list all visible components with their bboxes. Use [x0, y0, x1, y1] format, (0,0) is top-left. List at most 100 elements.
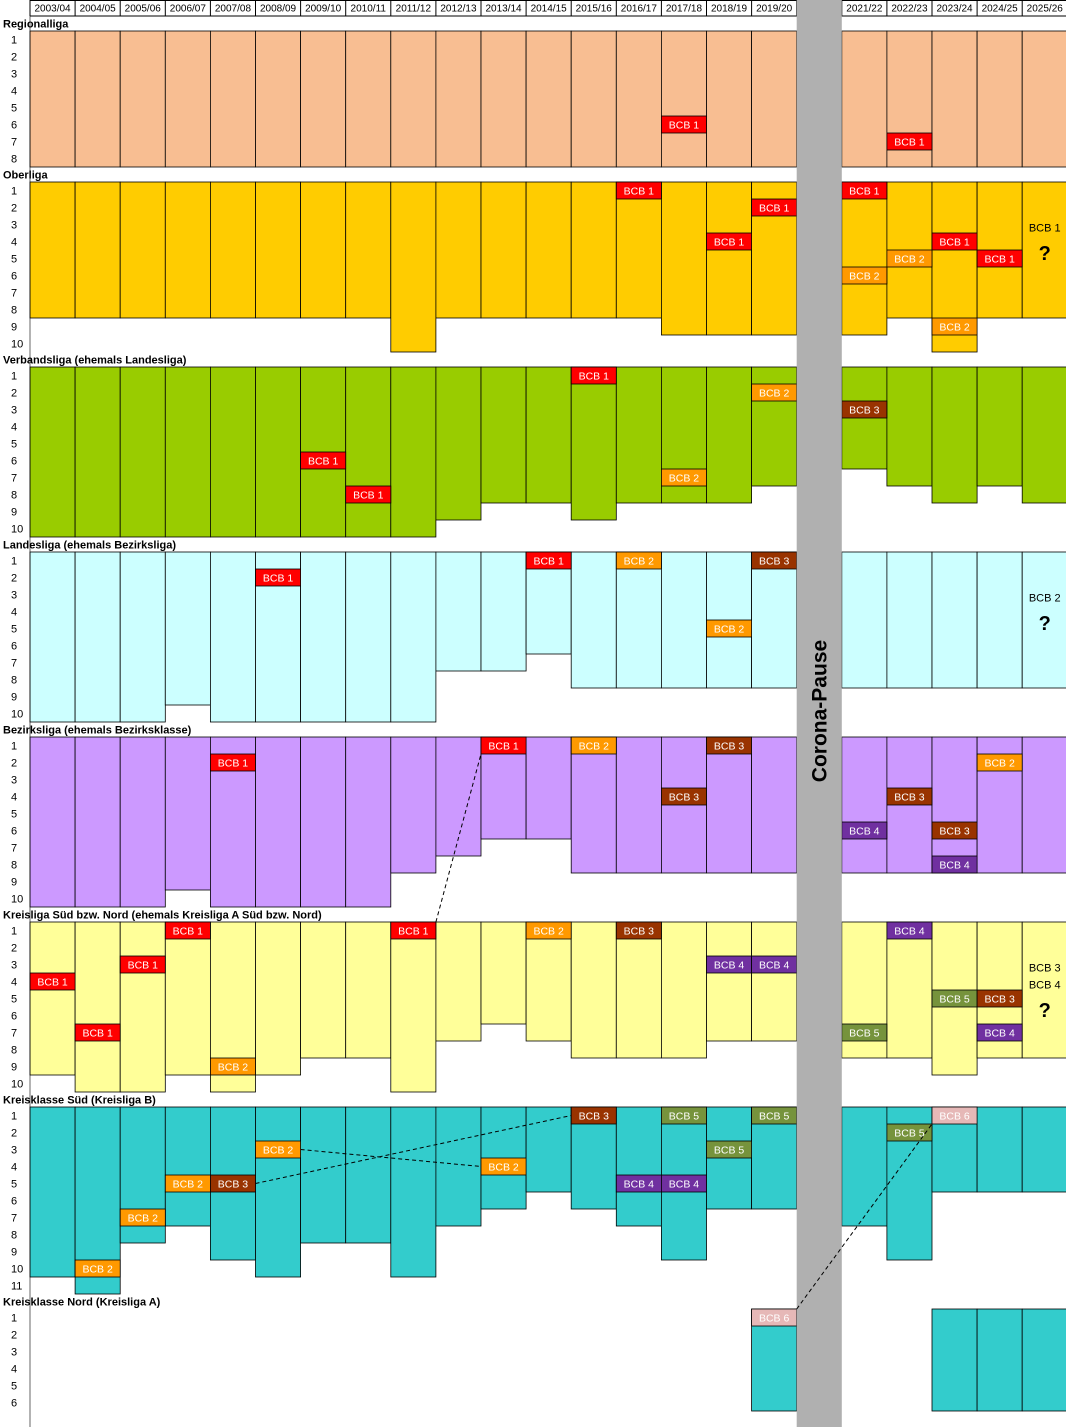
season-label: 2015/16 [576, 4, 613, 15]
league-column [435, 366, 482, 521]
league-column [390, 1106, 437, 1278]
league-column [615, 1106, 662, 1227]
position-number: 2 [11, 52, 17, 64]
league-column [390, 366, 437, 538]
season-label: 2009/10 [305, 4, 342, 15]
team-placement [390, 921, 437, 940]
position-number: 3 [11, 960, 17, 972]
promotion-link [300, 1149, 482, 1167]
team-placement [886, 132, 933, 151]
team-label: BCB 2 [894, 254, 925, 266]
position-number: 4 [11, 607, 17, 619]
league-column [119, 551, 166, 723]
position-number: 6 [11, 456, 17, 468]
position-number: 7 [11, 137, 17, 149]
team-label: BCB 1 [579, 371, 610, 383]
league-column [706, 736, 752, 874]
team-label: BCB 1 [939, 237, 970, 249]
league-column [931, 366, 978, 504]
team-placement [480, 736, 527, 755]
team-placement [661, 787, 707, 806]
team-placement [525, 551, 572, 570]
position-number: 2 [11, 943, 17, 955]
position-number: 8 [11, 675, 17, 687]
league-column [661, 551, 707, 689]
team-label: BCB 4 [759, 960, 790, 972]
league-column [390, 921, 437, 1093]
league-title: Kreisliga Süd bzw. Nord (ehemals Kreisli… [3, 910, 322, 922]
league-column [390, 736, 437, 874]
team-placement [751, 383, 798, 402]
league-column [886, 921, 933, 1059]
team-placement [706, 736, 752, 755]
team-placement [751, 198, 798, 217]
team-placement [661, 1174, 707, 1193]
team-placement [931, 317, 978, 336]
team-label: BCB 1 [173, 926, 204, 938]
position-number: 3 [11, 1145, 17, 1157]
team-label: BCB 4 [939, 860, 970, 872]
position-number: 10 [11, 894, 23, 906]
league-column [525, 366, 572, 504]
team-label: BCB 2 [488, 1162, 519, 1174]
position-number: 9 [11, 692, 17, 704]
team-label: BCB 3 [579, 1111, 610, 1123]
team-label: BCB 2 [624, 556, 655, 568]
team-placement [661, 468, 707, 487]
season-label: 2019/20 [756, 4, 793, 15]
team-label: BCB 1 [669, 120, 700, 132]
team-label: BCB 3 [624, 926, 655, 938]
season-label: 2022/23 [891, 4, 928, 15]
position-number: 3 [11, 590, 17, 602]
season-label: 2014/15 [531, 4, 568, 15]
team-label: BCB 2 [579, 741, 610, 753]
team-placement [976, 753, 1023, 772]
league-column [435, 181, 482, 319]
position-number: 6 [11, 1011, 17, 1023]
team-label: BCB 6 [759, 1313, 790, 1325]
season-label: 2024/25 [982, 4, 1019, 15]
position-number: 5 [11, 1381, 17, 1393]
forecast-team: BCB 2 [1029, 592, 1061, 604]
league-column [1021, 181, 1066, 319]
position-number: 6 [11, 826, 17, 838]
team-label: BCB 5 [759, 1111, 790, 1123]
position-number: 2 [11, 1330, 17, 1342]
league-column [931, 30, 978, 168]
season-label: 2010/11 [351, 4, 387, 15]
position-number: 1 [11, 1111, 17, 1123]
position-number: 6 [11, 120, 17, 132]
team-label: BCB 2 [263, 1145, 294, 1157]
forecast-question-mark: ? [1039, 613, 1051, 635]
team-label: BCB 3 [849, 405, 880, 417]
position-number: 8 [11, 305, 17, 317]
team-placement [886, 249, 933, 268]
team-label: BCB 5 [939, 994, 970, 1006]
league-column [931, 1308, 978, 1412]
position-number: 2 [11, 203, 17, 215]
team-placement [480, 1157, 527, 1176]
position-number: 10 [11, 524, 23, 536]
league-column [1021, 1106, 1066, 1193]
position-number: 2 [11, 573, 17, 585]
league-block: Verbandsliga (ehemals Landesliga) 1 2 3 4 5 6 7… [3, 355, 1066, 538]
league-column [300, 1106, 347, 1244]
team-label: BCB 1 [714, 237, 745, 249]
league-column [661, 30, 707, 168]
season-label: 2011/12 [396, 4, 432, 15]
position-number: 2 [11, 1128, 17, 1140]
league-block: Regionalliga 1 2 3 4 5 6 7 8 BCB 1 BCB 1 [3, 19, 1066, 168]
league-column [570, 736, 617, 874]
forecast-team: BCB 1 [1029, 222, 1061, 234]
forecast-team: BCB 3 [1029, 962, 1061, 974]
league-column [345, 366, 392, 538]
league-column [119, 921, 166, 1093]
league-column [345, 1106, 392, 1244]
position-number: 7 [11, 473, 17, 485]
position-number: 4 [11, 792, 17, 804]
team-placement [706, 1140, 752, 1159]
league-column [390, 181, 437, 353]
position-number: 4 [11, 977, 17, 989]
league-column [841, 181, 888, 336]
